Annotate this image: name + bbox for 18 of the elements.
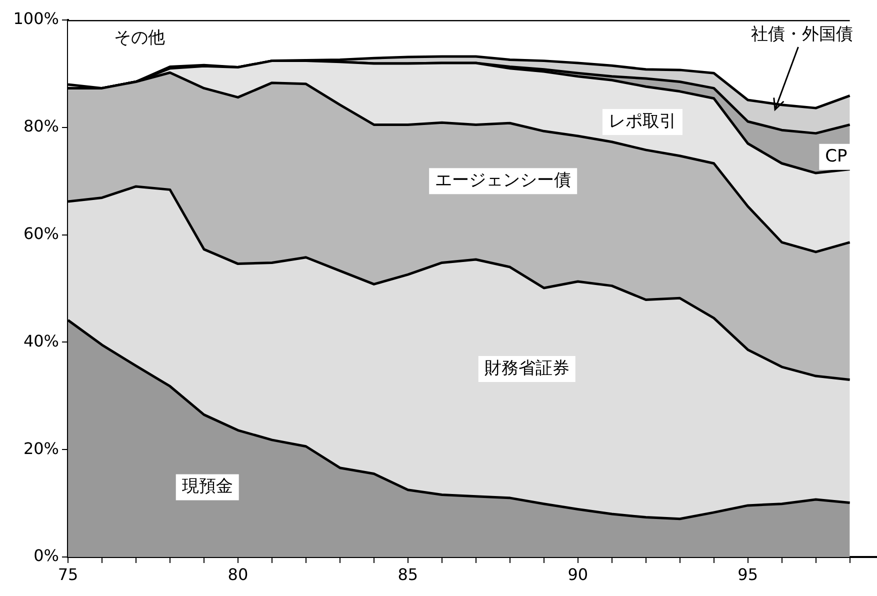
y-tick-label: 0%	[34, 546, 59, 566]
series-label: エージェンシー債	[435, 170, 572, 191]
y-tick-label: 100%	[13, 9, 59, 28]
x-tick-label: 80	[228, 564, 248, 584]
text: 社債・外国債	[751, 24, 854, 44]
y-tick-label: 40%	[23, 331, 59, 350]
series-label: レポ取引	[608, 111, 676, 132]
x-tick-label: 90	[568, 564, 588, 584]
series-label: その他	[114, 28, 165, 48]
series-label: CP	[825, 146, 848, 166]
y-tick-label: 80%	[23, 116, 59, 136]
y-tick-label: 60%	[23, 224, 59, 243]
y-tick-label: 20%	[23, 438, 59, 458]
series-label: 財務省証券	[484, 358, 570, 378]
x-tick-label: 75	[58, 564, 78, 584]
x-tick-label: 95	[738, 564, 758, 584]
series-label: 現預金	[182, 476, 233, 497]
x-tick-label: 85	[398, 564, 418, 584]
